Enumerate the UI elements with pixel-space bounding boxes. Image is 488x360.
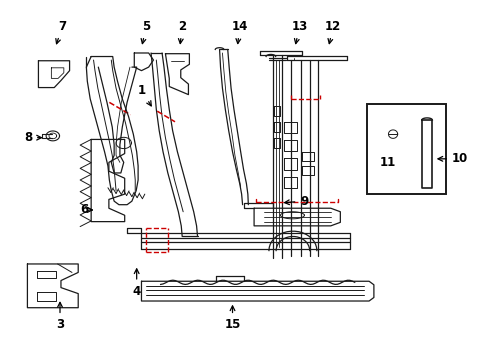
Text: 1: 1 bbox=[137, 84, 151, 106]
Text: 3: 3 bbox=[56, 302, 64, 331]
Text: 6: 6 bbox=[80, 203, 92, 216]
Text: 15: 15 bbox=[224, 306, 240, 331]
Text: 12: 12 bbox=[325, 20, 341, 44]
Text: 9: 9 bbox=[284, 195, 308, 208]
Text: 8: 8 bbox=[24, 131, 41, 144]
Text: 4: 4 bbox=[132, 269, 141, 298]
Text: 7: 7 bbox=[56, 20, 66, 44]
Text: 10: 10 bbox=[437, 152, 468, 165]
Text: 13: 13 bbox=[291, 20, 307, 44]
Text: 5: 5 bbox=[141, 20, 150, 44]
Text: 11: 11 bbox=[379, 156, 396, 169]
Text: 14: 14 bbox=[231, 20, 247, 44]
Text: 2: 2 bbox=[178, 20, 186, 44]
Bar bbox=[366, 104, 445, 194]
